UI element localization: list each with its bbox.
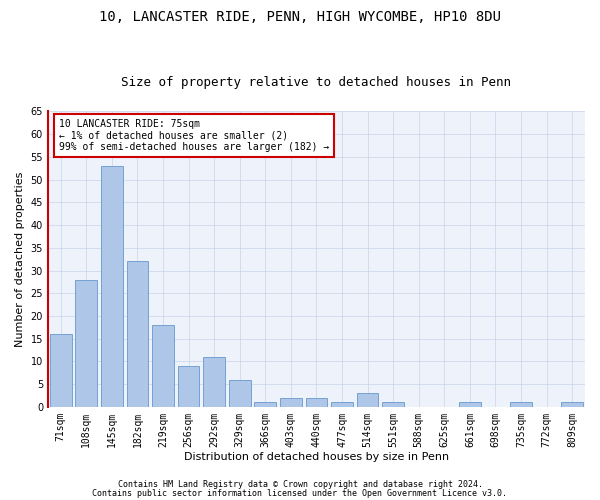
Bar [127, 262, 148, 407]
Bar [280, 398, 302, 407]
Text: Contains HM Land Registry data © Crown copyright and database right 2024.: Contains HM Land Registry data © Crown c… [118, 480, 482, 489]
Bar [357, 393, 379, 407]
Bar [178, 366, 199, 407]
Bar [50, 334, 71, 407]
Bar [229, 380, 251, 407]
Title: Size of property relative to detached houses in Penn: Size of property relative to detached ho… [121, 76, 511, 90]
Bar [305, 398, 328, 407]
Bar [382, 402, 404, 407]
Bar [459, 402, 481, 407]
Text: 10 LANCASTER RIDE: 75sqm
← 1% of detached houses are smaller (2)
99% of semi-det: 10 LANCASTER RIDE: 75sqm ← 1% of detache… [59, 119, 329, 152]
Text: 10, LANCASTER RIDE, PENN, HIGH WYCOMBE, HP10 8DU: 10, LANCASTER RIDE, PENN, HIGH WYCOMBE, … [99, 10, 501, 24]
Bar [562, 402, 583, 407]
Y-axis label: Number of detached properties: Number of detached properties [15, 172, 25, 347]
Bar [101, 166, 123, 407]
X-axis label: Distribution of detached houses by size in Penn: Distribution of detached houses by size … [184, 452, 449, 462]
Bar [510, 402, 532, 407]
Text: Contains public sector information licensed under the Open Government Licence v3: Contains public sector information licen… [92, 488, 508, 498]
Bar [203, 357, 225, 407]
Bar [331, 402, 353, 407]
Bar [76, 280, 97, 407]
Bar [254, 402, 276, 407]
Bar [152, 325, 174, 407]
